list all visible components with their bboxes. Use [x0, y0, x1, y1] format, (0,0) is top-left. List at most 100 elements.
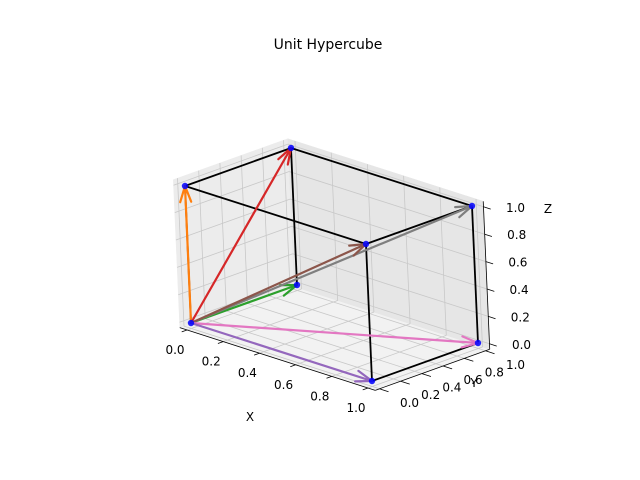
vertex-1: [368, 377, 376, 385]
grid-back-x-0: [294, 140, 302, 289]
x-tick-mark-3: [290, 364, 296, 368]
x-axis-line: [179, 327, 376, 391]
z-tick-label-0: 0.0: [512, 338, 531, 352]
x-tick-label-4: 0.8: [310, 389, 329, 403]
x-tick-label-3: 0.6: [274, 378, 293, 392]
cube-edge-1: [290, 147, 473, 207]
x-tick-label-2: 0.4: [238, 366, 257, 380]
vector-shaft-3: [189, 204, 474, 325]
tick-labels: 0.00.00.00.20.20.20.40.40.40.6 0.60.60.80…: [165, 201, 531, 415]
cube-edges: [184, 147, 479, 382]
grid-floor-y-2: [226, 310, 423, 374]
grid-back-z-0: [293, 280, 490, 345]
grid-floor-y-1: [205, 318, 401, 382]
vertex-2: [293, 281, 301, 289]
vector-shaft-4: [189, 242, 368, 325]
grid-left-y-5: [283, 140, 291, 289]
y-tick-mark-0: [379, 388, 389, 393]
grid-left-z-5: [173, 143, 289, 186]
cube-vertices: [181, 144, 482, 385]
vertex-0: [187, 319, 195, 327]
grid-left-z-3: [175, 198, 291, 241]
grid-left-z-1: [178, 253, 293, 296]
z-tick-label-2: 0.4: [510, 283, 529, 297]
vertex-5: [362, 240, 370, 248]
vertex-7: [468, 202, 476, 210]
z-tick-label-3: 0.6: [508, 256, 527, 270]
grid-floor-x-3: [295, 323, 411, 366]
grid-left-y-2: [219, 162, 227, 311]
grid-left-y-0: [177, 178, 185, 327]
y-tick-mark-5: [485, 350, 495, 355]
vector-shaft-5: [189, 321, 480, 345]
x-axis-label: X: [246, 410, 254, 424]
cube-edge-4: [290, 147, 298, 286]
y-tick-label-4: 0.8: [485, 365, 504, 379]
z-tick-mark-4: [484, 233, 493, 237]
y-tick-label-0: 0.0: [400, 396, 419, 410]
grid-floor-x-5: [367, 346, 483, 389]
vectors: [179, 146, 480, 383]
y-tick-label-3: 0.6: [464, 373, 483, 387]
x-tick-mark-2: [253, 352, 260, 356]
vector-shaft-0: [183, 184, 193, 325]
grid-back-z-4: [289, 171, 485, 235]
z-tick-mark-2: [486, 288, 495, 292]
x-tick-mark-4: [326, 376, 332, 379]
vertex-3: [181, 182, 189, 190]
z-tick-mark-1: [488, 316, 496, 320]
y-tick-label-5: 1.0: [506, 358, 525, 372]
grid-left-z-4: [174, 171, 290, 213]
chart-title: Unit Hypercube: [274, 37, 383, 53]
grid-back-x-2: [367, 164, 375, 313]
z-tick-label-5: 1.0: [506, 201, 525, 215]
x-tick-mark-1: [217, 341, 224, 344]
z-axis-label: Z: [544, 202, 552, 216]
z-tick-label-4: 0.8: [507, 228, 526, 242]
z-tick-mark-0: [489, 343, 497, 347]
x-tick-label-5: 1.0: [346, 401, 365, 415]
y-tick-mark-4: [464, 358, 474, 362]
y-tick-mark-3: [442, 365, 453, 370]
x-tick-label-0: 0.0: [165, 343, 184, 357]
vertex-6: [287, 144, 295, 152]
x-tick-mark-0: [181, 329, 188, 333]
grid-back-z-3: [290, 198, 487, 262]
cube-edge-0: [184, 147, 292, 187]
grid-back-x-1: [330, 152, 339, 301]
x-tick-label-1: 0.2: [202, 355, 221, 369]
grid-back-x-5: [475, 198, 483, 347]
grid-back-z-5: [287, 143, 484, 208]
vertex-4: [474, 339, 482, 347]
grid-back-x-4: [439, 187, 447, 336]
z-tick-mark-5: [483, 206, 491, 210]
grid-left-y-1: [198, 170, 206, 319]
grid-floor-y-0: [183, 325, 380, 390]
y-axis-line: [375, 348, 490, 391]
z-tick-label-1: 0.2: [511, 310, 530, 324]
vector-shaft-1: [189, 146, 293, 325]
y-tick-mark-1: [400, 380, 410, 385]
cube-edge-2: [184, 185, 367, 245]
cube-edge-7: [371, 342, 479, 382]
grid-left-y-4: [261, 147, 270, 296]
back-pane: [287, 138, 490, 350]
grid-back-x-3: [403, 175, 411, 324]
grid-floor-x-4: [331, 334, 447, 377]
grid-floor-x-1: [223, 300, 338, 342]
y-tick-label-1: 0.2: [421, 388, 440, 402]
y-axis-label: Y: [469, 376, 478, 390]
y-tick-label-2: 0.4: [442, 381, 461, 395]
x-tick-mark-5: [362, 387, 369, 391]
grid-back-z-1: [292, 253, 489, 317]
grid-floor-y-4: [268, 295, 465, 359]
z-tick-mark-3: [485, 261, 494, 265]
axis-lines: [179, 201, 491, 391]
grid-back-z-2: [291, 225, 488, 290]
cube-edge-6: [365, 243, 373, 382]
z-axis-line: [482, 201, 491, 350]
vector-shaft-6: [189, 321, 374, 383]
y-tick-mark-2: [421, 373, 432, 377]
